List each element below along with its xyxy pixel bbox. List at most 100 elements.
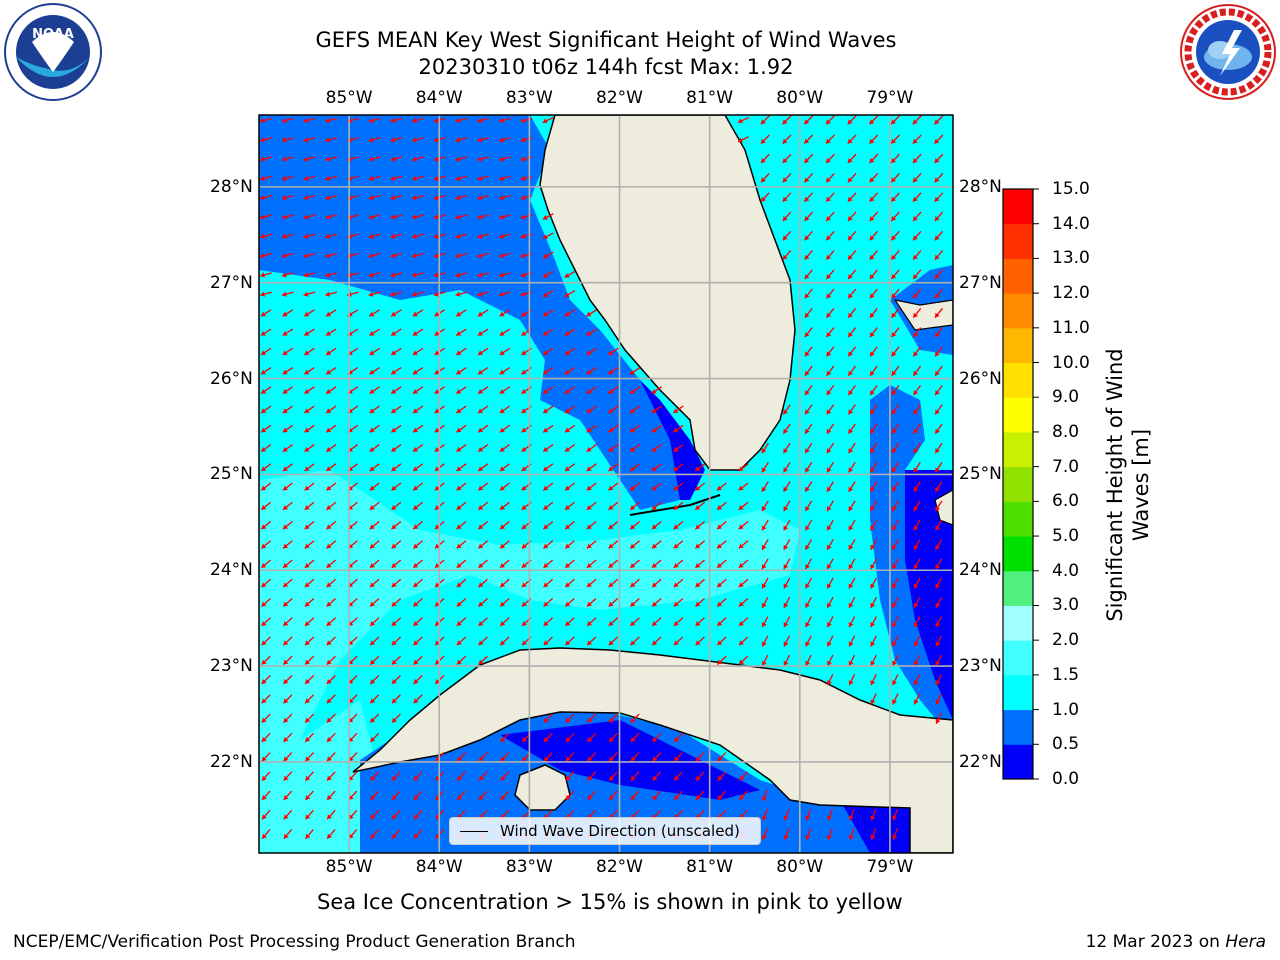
wave-arrow bbox=[281, 195, 294, 201]
wave-arrow bbox=[891, 288, 900, 299]
wave-arrow bbox=[391, 713, 401, 724]
wave-arrow bbox=[347, 367, 359, 375]
wave-arrow bbox=[326, 617, 336, 627]
wave-arrow bbox=[586, 424, 597, 433]
wave-arrow bbox=[499, 347, 511, 356]
wave-arrow bbox=[890, 211, 900, 222]
wave-arrow bbox=[869, 500, 878, 512]
wave-arrow bbox=[369, 771, 380, 782]
wave-arrow bbox=[608, 771, 618, 782]
wave-arrow bbox=[783, 596, 791, 609]
wave-arrow bbox=[521, 444, 532, 453]
wave-arrow bbox=[304, 578, 315, 588]
axis-tick-label: 23°N bbox=[210, 656, 253, 677]
map-subtitle: 20230310 t06z 144h fcst Max: 1.92 bbox=[418, 55, 794, 79]
wave-arrow bbox=[716, 521, 727, 530]
wave-arrow bbox=[673, 790, 683, 801]
wave-arrow bbox=[891, 365, 900, 377]
wave-arrow bbox=[325, 444, 337, 453]
wave-arrow bbox=[805, 808, 812, 821]
isla-juventud-land bbox=[514, 764, 571, 811]
wave-arrow bbox=[673, 482, 684, 491]
wave-arrow bbox=[325, 347, 337, 356]
wave-arrow bbox=[282, 598, 293, 607]
wave-arrow bbox=[434, 347, 445, 356]
colorbar-tick-label: 7.0 bbox=[1052, 456, 1080, 477]
wave-arrow bbox=[477, 195, 489, 201]
wave-arrow bbox=[804, 230, 813, 241]
wave-arrow bbox=[433, 137, 446, 143]
wave-arrow bbox=[456, 790, 466, 801]
wave-arrow bbox=[456, 578, 467, 588]
wave-arrow bbox=[760, 153, 770, 164]
colorbar-segment bbox=[1003, 397, 1033, 433]
wave-arrow bbox=[869, 481, 878, 493]
wave-arrow bbox=[870, 577, 878, 589]
wave-arrow bbox=[716, 636, 727, 646]
wave-arrow bbox=[261, 732, 271, 743]
wave-arrow bbox=[478, 771, 488, 782]
wave-arrow bbox=[520, 214, 533, 220]
wave-arrow bbox=[782, 134, 792, 145]
wave-arrow bbox=[477, 521, 489, 530]
wave-arrow bbox=[934, 250, 944, 261]
wave-arrow bbox=[304, 405, 315, 414]
wave-arrow bbox=[433, 233, 446, 239]
wave-arrow bbox=[761, 577, 769, 589]
wave-arrow bbox=[694, 482, 706, 491]
wave-arrow bbox=[565, 713, 575, 724]
wave-arrow bbox=[521, 732, 532, 743]
wave-arrow bbox=[782, 153, 792, 164]
wave-arrow bbox=[499, 540, 510, 549]
wave-arrow bbox=[805, 616, 812, 628]
wave-arrow bbox=[347, 444, 359, 453]
wave-arrow bbox=[325, 328, 337, 337]
wave-arrow bbox=[477, 386, 489, 395]
wave-arrow bbox=[673, 501, 684, 511]
wave-arrow bbox=[369, 578, 380, 588]
wave-arrow bbox=[368, 137, 381, 143]
wave-arrow bbox=[891, 539, 899, 551]
wave-arrow bbox=[412, 367, 424, 375]
wave-arrow bbox=[477, 214, 489, 220]
wave-arrow bbox=[347, 482, 358, 491]
wave-arrow bbox=[847, 307, 857, 319]
wave-direction-arrows bbox=[260, 115, 944, 840]
wave-arrow bbox=[826, 596, 834, 609]
wave-arrow bbox=[803, 173, 814, 183]
wave-arrow bbox=[477, 559, 489, 569]
wave-arrow bbox=[260, 424, 272, 433]
wave-arrow bbox=[456, 521, 467, 530]
wave-arrow bbox=[738, 482, 749, 491]
wave-arrow bbox=[848, 808, 855, 821]
wave-arrow bbox=[826, 423, 835, 435]
wave-arrow bbox=[411, 137, 424, 143]
wave-arrow bbox=[913, 462, 921, 473]
axis-tick-label: 25°N bbox=[959, 464, 1002, 485]
wave-arrow bbox=[586, 328, 597, 337]
wave-arrow bbox=[411, 156, 424, 162]
wave-arrow bbox=[891, 596, 899, 609]
wave-arrow bbox=[629, 405, 641, 414]
wave-arrow bbox=[477, 540, 489, 549]
wave-arrow bbox=[805, 596, 812, 609]
wave-arrow bbox=[326, 809, 336, 820]
wave-arrow bbox=[782, 250, 792, 261]
wave-arrow bbox=[261, 655, 271, 665]
wave-arrow bbox=[477, 424, 489, 433]
wave-arrow bbox=[761, 654, 769, 667]
wave-arrow bbox=[390, 137, 403, 143]
wave-arrow bbox=[825, 288, 835, 299]
colorbar-title-line1: Significant Height of Wind bbox=[1103, 348, 1127, 622]
wave-arrow bbox=[804, 384, 813, 396]
wave-field-blue-ne bbox=[890, 265, 953, 355]
wave-arrow bbox=[542, 463, 554, 472]
wave-arrow bbox=[913, 616, 921, 628]
axis-tick-label: 81°W bbox=[686, 88, 734, 108]
wave-arrow bbox=[912, 115, 922, 125]
wave-arrow bbox=[282, 424, 293, 433]
wave-arrow bbox=[521, 521, 532, 530]
wave-arrow bbox=[848, 635, 856, 647]
wave-arrow bbox=[303, 137, 316, 143]
wave-arrow bbox=[716, 617, 727, 627]
